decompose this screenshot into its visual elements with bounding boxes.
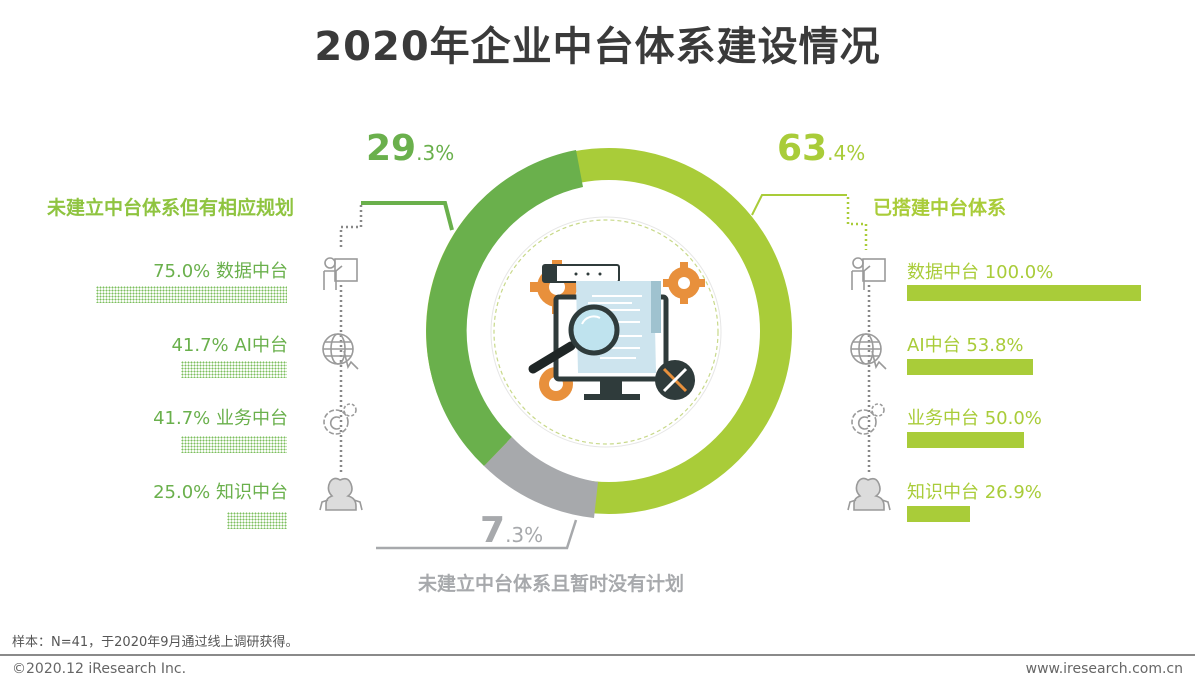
none-pct-int: 7 <box>480 510 506 551</box>
none-percentage: 7.3% <box>480 510 543 551</box>
built-label: 已搭建中台体系 <box>873 197 1007 219</box>
left-row-label: 41.7% AI中台 <box>171 335 288 356</box>
right-row-label: 知识中台 26.9% <box>907 482 1042 503</box>
right-bar <box>907 506 970 522</box>
footer-divider <box>0 654 1195 656</box>
connector-planned <box>361 201 454 231</box>
right-bar <box>907 432 1024 448</box>
monitor-search-illustration <box>528 260 705 401</box>
planned-pct-int: 29 <box>366 128 417 169</box>
people-icon <box>847 477 891 511</box>
right-row-label: 业务中台 50.0% <box>907 408 1042 429</box>
page-title: 2020年企业中台体系建设情况 <box>314 24 881 70</box>
left-row-label: 75.0% 数据中台 <box>153 261 288 282</box>
connector-built-dotted <box>846 197 868 250</box>
right-row-label: AI中台 53.8% <box>907 335 1024 356</box>
planned-percentage: 29.3% <box>366 128 454 169</box>
donut-segment-none <box>484 437 598 518</box>
globe-cursor-icon <box>322 333 359 370</box>
inner-circle-outline <box>490 216 722 448</box>
presentation-icon <box>323 257 358 290</box>
built-percentage: 63.4% <box>777 128 865 169</box>
built-pct-int: 63 <box>777 128 828 169</box>
planned-label: 未建立中台体系但有相应规划 <box>47 197 295 219</box>
left-bar <box>96 286 287 303</box>
built-pct-dec: .4% <box>827 141 866 165</box>
left-bar <box>181 436 287 453</box>
none-label: 未建立中台体系且暂时没有计划 <box>418 573 685 595</box>
website-link[interactable]: www.iresearch.com.cn <box>1025 661 1183 677</box>
gears-icon <box>323 403 357 435</box>
right-row-label: 数据中台 100.0% <box>907 262 1054 283</box>
right-bar <box>907 359 1033 375</box>
donut-segment-planned <box>426 150 583 466</box>
connector-built <box>751 194 847 216</box>
left-bar <box>181 361 287 378</box>
people-icon <box>319 477 363 511</box>
left-row-label: 41.7% 业务中台 <box>153 408 288 429</box>
left-row-label: 25.0% 知识中台 <box>153 482 288 503</box>
connector-none <box>376 519 578 550</box>
right-bar <box>907 285 1141 301</box>
left-bar <box>227 512 287 529</box>
none-pct-dec: .3% <box>505 523 544 547</box>
planned-pct-dec: .3% <box>416 141 455 165</box>
sample-note: 样本：N=41，于2020年9月通过线上调研获得。 <box>12 635 299 650</box>
connector-planned-dotted <box>339 205 363 250</box>
globe-cursor-icon <box>850 333 887 370</box>
gears-icon <box>851 403 885 435</box>
copyright: ©2020.12 iResearch Inc. <box>12 661 187 677</box>
presentation-icon <box>851 257 886 290</box>
